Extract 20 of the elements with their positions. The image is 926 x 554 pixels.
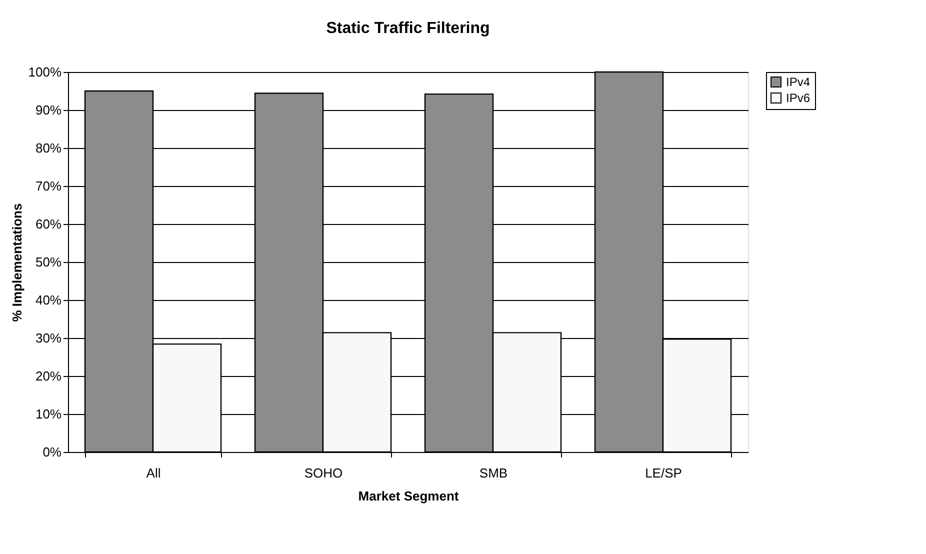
y-tick-label: 50% bbox=[35, 254, 62, 270]
y-axis-title: % Implementations bbox=[9, 203, 24, 322]
chart-title: Static Traffic Filtering bbox=[326, 20, 490, 37]
y-tick-label: 30% bbox=[35, 330, 62, 346]
x-axis-title: Market Segment bbox=[358, 488, 460, 504]
y-tick-label: 70% bbox=[35, 178, 62, 194]
y-tick-label: 60% bbox=[35, 216, 62, 232]
y-tick-label: 80% bbox=[35, 140, 62, 156]
legend-label: IPv4 bbox=[786, 75, 810, 89]
y-tick-label: 0% bbox=[42, 444, 62, 460]
y-tick-label: 10% bbox=[35, 406, 62, 422]
y-tick-label: 90% bbox=[35, 102, 62, 118]
y-tick-label: 40% bbox=[35, 292, 62, 308]
y-tick-label: 100% bbox=[28, 64, 62, 80]
legend-label: IPv6 bbox=[786, 91, 810, 105]
y-tick-label: 20% bbox=[35, 368, 62, 384]
x-tick-label: LE/SP bbox=[645, 466, 682, 480]
x-tick-label: All bbox=[146, 466, 161, 480]
x-tick-label: SOHO bbox=[304, 466, 343, 480]
x-tick-label: SMB bbox=[479, 466, 508, 480]
